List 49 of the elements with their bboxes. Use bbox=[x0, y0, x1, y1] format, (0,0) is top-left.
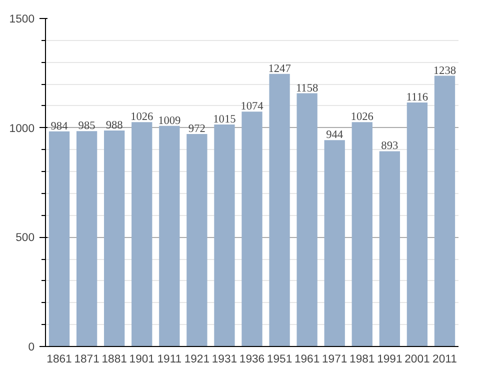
data-label: 1009 bbox=[158, 114, 182, 127]
data-label: 1015 bbox=[213, 114, 236, 126]
x-tick-label: 1951 bbox=[266, 354, 292, 366]
bar bbox=[269, 74, 290, 346]
bar bbox=[324, 140, 345, 346]
data-label: 1247 bbox=[268, 62, 292, 75]
bar bbox=[379, 151, 400, 346]
x-tick-label: 1981 bbox=[350, 354, 375, 366]
data-label: 972 bbox=[188, 122, 206, 135]
data-label: 944 bbox=[326, 129, 344, 142]
bar bbox=[132, 122, 152, 346]
data-label: 1026 bbox=[350, 111, 374, 124]
bar bbox=[214, 124, 235, 346]
data-label: 985 bbox=[78, 120, 96, 132]
x-tick-label: 2001 bbox=[404, 354, 430, 366]
bar bbox=[186, 134, 208, 346]
data-label: 1238 bbox=[433, 64, 456, 77]
x-tick-label: 1911 bbox=[157, 354, 182, 366]
y-tick-label: 1000 bbox=[9, 122, 34, 135]
x-tick-label: 1991 bbox=[377, 354, 402, 366]
x-tick-label: 2011 bbox=[432, 354, 457, 366]
data-label: 988 bbox=[106, 119, 124, 132]
bar bbox=[76, 131, 98, 346]
bar bbox=[48, 131, 70, 346]
data-label: 1026 bbox=[130, 111, 154, 124]
bar bbox=[242, 112, 262, 346]
x-tick-label: 1931 bbox=[212, 354, 238, 366]
data-label: 1158 bbox=[296, 82, 319, 94]
bar bbox=[434, 76, 456, 346]
data-label: 893 bbox=[381, 140, 398, 152]
bar bbox=[352, 122, 372, 346]
data-label: 1074 bbox=[240, 100, 264, 113]
x-tick-label: 1961 bbox=[294, 354, 320, 366]
bar bbox=[296, 93, 318, 346]
x-tick-label: 1861 bbox=[46, 354, 72, 366]
x-tick-label: 1871 bbox=[74, 354, 100, 366]
y-tick-label: 1500 bbox=[9, 14, 34, 26]
x-tick-label: 1881 bbox=[102, 354, 127, 366]
x-tick-label: 1936 bbox=[239, 354, 265, 366]
x-tick-label: 1901 bbox=[129, 354, 154, 366]
x-tick-label: 1921 bbox=[184, 354, 210, 366]
y-tick-label: 500 bbox=[16, 232, 35, 244]
y-tick-label: 0 bbox=[28, 342, 35, 354]
bar bbox=[406, 102, 428, 346]
bar bbox=[104, 130, 125, 346]
bar bbox=[159, 126, 180, 346]
data-label: 1116 bbox=[406, 91, 428, 104]
x-tick-label: 1971 bbox=[322, 354, 348, 366]
data-label: 984 bbox=[50, 120, 68, 132]
